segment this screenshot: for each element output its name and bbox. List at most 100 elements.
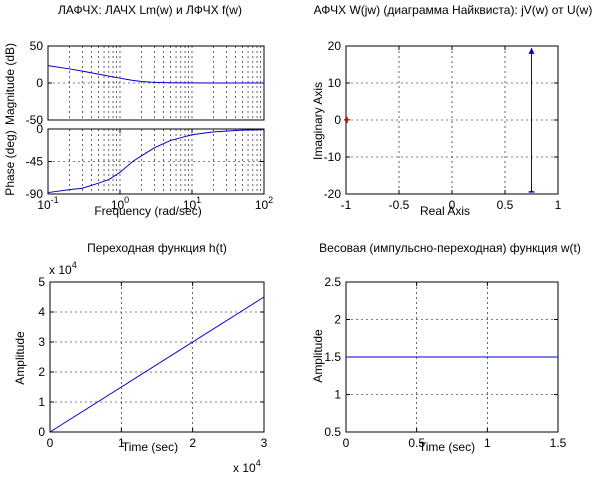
bode-magnitude-plot bbox=[47, 65, 265, 84]
step-y-multiplier: x 104 bbox=[49, 260, 77, 277]
y-tick-label: 2 bbox=[38, 365, 45, 379]
impulse-yticks: 2.5 2 1.5 1 0.5 bbox=[324, 275, 558, 439]
nyquist-xlabel: Real Axis bbox=[420, 204, 470, 218]
x-tick-label-base: 0 bbox=[47, 436, 54, 450]
x-tick-label-base: -0.5 bbox=[389, 198, 410, 212]
nyquist-xticks: -1 -0.5 0 0.5 1 bbox=[341, 46, 562, 212]
bode-magnitude-ylabel: Magnitude (dB) bbox=[3, 43, 17, 125]
x-tick-label: -1 bbox=[341, 198, 352, 212]
y-tick-label: 0 bbox=[334, 113, 341, 127]
y-tick-label: 2 bbox=[334, 313, 341, 327]
impulse-title: Весовая (импульсно-переходная) функция w… bbox=[319, 241, 581, 255]
x-tick-label-base: 10 bbox=[255, 198, 269, 212]
step-x-multiplier-exp: 4 bbox=[256, 458, 261, 468]
x-tick-label-exponent: -1 bbox=[51, 195, 59, 205]
nyquist-panel: АФЧХ W(jw) (диаграмма Найквиста): jV(w) … bbox=[311, 3, 592, 218]
x-tick-label: 10-1 bbox=[37, 195, 58, 212]
x-tick-label: 2 bbox=[189, 436, 196, 450]
step-x-multiplier: x 104 bbox=[233, 458, 261, 475]
y-tick-label: 1 bbox=[334, 388, 341, 402]
step-frame bbox=[49, 281, 265, 433]
impulse-xlabel: Time (sec) bbox=[419, 440, 475, 454]
step-yticks: 5 4 3 2 1 0 bbox=[38, 275, 264, 439]
step-plot bbox=[49, 296, 265, 433]
x-tick-label-base: 0.5 bbox=[497, 198, 514, 212]
x-tick-label-base: 10 bbox=[183, 198, 197, 212]
bode-magnitude-panel: ЛАФЧХ: ЛАЧХ Lm(w) и ЛФЧХ f(w) Magnitude … bbox=[3, 3, 265, 127]
nyquist-plot: + bbox=[343, 47, 535, 193]
y-tick-label: 50 bbox=[30, 39, 44, 53]
x-tick-label-base: -1 bbox=[341, 198, 352, 212]
y-tick-label: 4 bbox=[38, 305, 45, 319]
impulse-xticks: 0 0.5 1 1.5 bbox=[343, 282, 567, 450]
step-y-multiplier-base: x 10 bbox=[49, 263, 72, 277]
bode-phase-yticks: 0 -45 -90 bbox=[26, 122, 264, 201]
y-tick-label: 1 bbox=[38, 395, 45, 409]
y-tick-label: 5 bbox=[38, 275, 45, 289]
x-tick-label-base: 0 bbox=[449, 198, 456, 212]
x-tick-label-base: 0.5 bbox=[408, 436, 425, 450]
x-tick-label-exponent: 1 bbox=[196, 195, 201, 205]
x-tick-label: 3 bbox=[261, 436, 268, 450]
y-tick-label: 0.5 bbox=[324, 425, 341, 439]
x-tick-label-base: 2 bbox=[189, 436, 196, 450]
bode-phase-xticks: 10-1 100 101 102 bbox=[37, 129, 273, 212]
step-grid bbox=[50, 282, 264, 432]
bode-phase-frame bbox=[47, 128, 265, 195]
nyquist-ylabel: Imaginary Axis bbox=[311, 82, 325, 160]
x-tick-label: 1 bbox=[555, 198, 562, 212]
nyquist-critical-point: + bbox=[343, 113, 350, 127]
x-tick-label: 1.5 bbox=[550, 436, 567, 450]
x-tick-label: -0.5 bbox=[389, 198, 410, 212]
x-tick-label: 1 bbox=[118, 436, 125, 450]
x-tick-label: 100 bbox=[111, 195, 129, 212]
bode-phase-panel: Phase (deg) Frequency (rad/sec) 0-45-90 … bbox=[3, 122, 273, 218]
x-tick-label: 0 bbox=[47, 436, 54, 450]
x-tick-label-base: 3 bbox=[261, 436, 268, 450]
bode-phase-plot bbox=[47, 129, 265, 194]
step-title: Переходная функция h(t) bbox=[87, 241, 227, 255]
y-tick-label: 20 bbox=[328, 39, 342, 53]
step-xlabel: Time (sec) bbox=[122, 440, 178, 454]
bode-phase-xlabel: Frequency (rad/sec) bbox=[94, 204, 201, 218]
y-tick-label: 2.5 bbox=[324, 275, 341, 289]
y-tick-label: 0 bbox=[36, 122, 43, 136]
x-tick-label-exponent: 2 bbox=[268, 195, 273, 205]
y-tick-label: -45 bbox=[26, 155, 44, 169]
x-tick-label-base: 10 bbox=[37, 198, 51, 212]
y-tick-label: 0 bbox=[38, 425, 45, 439]
x-tick-label: 0.5 bbox=[497, 198, 514, 212]
bode-phase-ylabel: Phase (deg) bbox=[3, 130, 17, 195]
step-x-multiplier-base: x 10 bbox=[233, 461, 256, 475]
bode-phase-grid bbox=[48, 129, 264, 194]
step-xticks: 0 1 2 3 bbox=[47, 282, 268, 450]
nyquist-title: АФЧХ W(jw) (диаграмма Найквиста): jV(w) … bbox=[314, 3, 593, 17]
y-tick-label: 3 bbox=[38, 335, 45, 349]
bode_mag-series-line bbox=[47, 65, 265, 84]
step-series-line bbox=[49, 296, 265, 433]
step-ylabel: Amplitude bbox=[13, 331, 27, 385]
x-tick-label-base: 0 bbox=[343, 436, 350, 450]
step-panel: Переходная функция h(t) Amplitude Time (… bbox=[13, 241, 268, 475]
y-tick-label: -20 bbox=[324, 187, 342, 201]
x-tick-label-base: 1.5 bbox=[550, 436, 567, 450]
nyquist-grid bbox=[346, 46, 558, 194]
x-tick-label-base: 1 bbox=[118, 436, 125, 450]
x-tick-label-base: 1 bbox=[555, 198, 562, 212]
x-tick-label-exponent: 0 bbox=[124, 195, 129, 205]
bode_phase-series-line bbox=[47, 129, 265, 194]
y-tick-label: -10 bbox=[324, 150, 342, 164]
x-tick-label: 0.5 bbox=[408, 436, 425, 450]
nyquist-yticks: 20 10 0 -10 -20 bbox=[324, 39, 558, 201]
y-tick-label: 10 bbox=[328, 76, 342, 90]
x-tick-label-base: 1 bbox=[484, 436, 491, 450]
nyquist-arrow-up bbox=[528, 47, 535, 54]
x-tick-label: 0 bbox=[343, 436, 350, 450]
x-tick-label: 0 bbox=[449, 198, 456, 212]
impulse-panel: Весовая (импульсно-переходная) функция w… bbox=[311, 241, 581, 454]
nyquist-arrow-down bbox=[528, 190, 535, 193]
step-y-multiplier-exp: 4 bbox=[72, 260, 77, 270]
y-tick-label: -90 bbox=[26, 187, 44, 201]
impulse-ylabel: Amplitude bbox=[311, 329, 325, 383]
